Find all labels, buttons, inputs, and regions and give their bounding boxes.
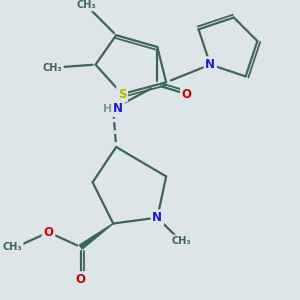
- Text: N: N: [113, 102, 123, 115]
- Text: S: S: [118, 88, 126, 100]
- Text: CH₃: CH₃: [171, 236, 191, 246]
- Text: H: H: [103, 104, 112, 114]
- Polygon shape: [80, 224, 113, 249]
- Text: CH₃: CH₃: [2, 242, 22, 252]
- Text: O: O: [44, 226, 53, 239]
- Text: N: N: [205, 58, 215, 71]
- Text: CH₃: CH₃: [43, 63, 62, 73]
- Text: O: O: [182, 88, 192, 100]
- Text: O: O: [76, 273, 86, 286]
- Text: CH₃: CH₃: [77, 0, 97, 10]
- Text: N: N: [152, 211, 162, 224]
